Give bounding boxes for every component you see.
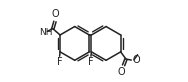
Text: O: O <box>133 55 140 65</box>
Text: NH: NH <box>39 28 52 37</box>
Text: F: F <box>57 57 62 67</box>
Text: O: O <box>51 9 59 19</box>
Text: F: F <box>88 57 94 67</box>
Text: O: O <box>118 67 125 77</box>
